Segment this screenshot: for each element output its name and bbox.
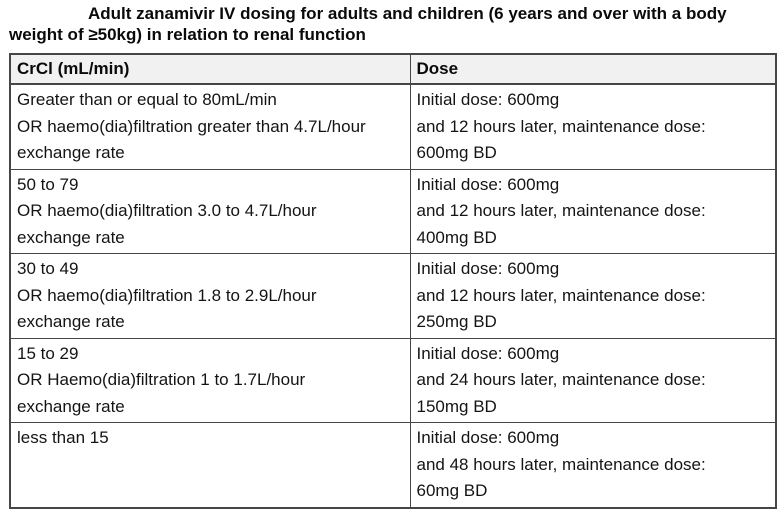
crcl-cell: Greater than or equal to 80mL/min OR hae…	[9, 83, 411, 170]
dose-line: 60mg BD	[416, 481, 488, 500]
dose-cell: Initial dose: 600mg and 12 hours later, …	[409, 168, 777, 254]
dose-line: 250mg BD	[416, 312, 497, 331]
dose-line: Initial dose: 600mg	[416, 90, 560, 109]
crcl-line: OR haemo(dia)filtration greater than 4.7…	[17, 116, 366, 136]
dose-cell: Initial dose: 600mg and 12 hours later, …	[409, 83, 777, 170]
crcl-cell: less than 15	[9, 422, 411, 508]
crcl-line: less than 15	[17, 428, 109, 447]
dose-line: Initial dose: 600mg	[416, 343, 560, 363]
crcl-line: 15 to 29	[17, 343, 79, 363]
crcl-line: exchange rate	[17, 312, 125, 331]
crcl-line: 30 to 49	[17, 259, 79, 278]
table-row: 15 to 29 OR Haemo(dia)filtration 1 to 1.…	[9, 337, 777, 423]
crcl-line: exchange rate	[17, 396, 125, 416]
dose-line: 150mg BD	[416, 396, 497, 416]
table-row: less than 15 Initial dose: 600mg and 48 …	[9, 422, 777, 508]
crcl-cell: 30 to 49 OR haemo(dia)filtration 1.8 to …	[9, 253, 411, 339]
table-caption: Adult zanamivir IV dosing for adults and…	[9, 4, 727, 44]
header-row: CrCl (mL/min) Dose	[9, 53, 777, 85]
dosing-table: CrCl (mL/min) Dose Greater than or equal…	[9, 53, 777, 509]
dose-line: 400mg BD	[416, 227, 497, 247]
dose-line: 600mg BD	[416, 143, 497, 162]
table-row: 50 to 79 OR haemo(dia)filtration 3.0 to …	[9, 168, 777, 254]
dose-line: and 12 hours later, maintenance dose:	[416, 285, 706, 305]
dose-cell: Initial dose: 600mg and 12 hours later, …	[409, 253, 777, 339]
table-row: 30 to 49 OR haemo(dia)filtration 1.8 to …	[9, 253, 777, 339]
dose-line: and 12 hours later, maintenance dose:	[416, 201, 706, 220]
crcl-line: OR haemo(dia)filtration 3.0 to 4.7L/hour	[17, 201, 317, 220]
crcl-line: OR Haemo(dia)filtration 1 to 1.7L/hour	[17, 370, 306, 389]
dose-cell: Initial dose: 600mg and 48 hours later, …	[409, 422, 777, 508]
dose-line: and 48 hours later, maintenance dose:	[416, 454, 706, 474]
crcl-line: 50 to 79	[17, 174, 79, 194]
table-row: Greater than or equal to 80mL/min OR hae…	[9, 83, 777, 170]
dose-line: Initial dose: 600mg	[416, 428, 560, 447]
crcl-line: OR haemo(dia)filtration 1.8 to 2.9L/hour	[17, 285, 317, 305]
dose-line: Initial dose: 600mg	[416, 174, 560, 194]
document-page: { "title": "Adult zanamivir IV dosing fo…	[0, 4, 782, 509]
dose-line: Initial dose: 600mg	[416, 259, 560, 278]
crcl-line: Greater than or equal to 80mL/min	[17, 90, 277, 109]
dose-line: and 12 hours later, maintenance dose:	[416, 116, 706, 136]
column-header-dose: Dose	[409, 53, 777, 85]
crcl-line: exchange rate	[17, 227, 125, 247]
crcl-cell: 15 to 29 OR Haemo(dia)filtration 1 to 1.…	[9, 337, 411, 423]
column-header-crcl: CrCl (mL/min)	[9, 53, 411, 85]
dose-cell: Initial dose: 600mg and 24 hours later, …	[409, 337, 777, 423]
crcl-cell: 50 to 79 OR haemo(dia)filtration 3.0 to …	[9, 168, 411, 254]
crcl-line: exchange rate	[17, 143, 125, 162]
dose-line: and 24 hours later, maintenance dose:	[416, 370, 706, 389]
